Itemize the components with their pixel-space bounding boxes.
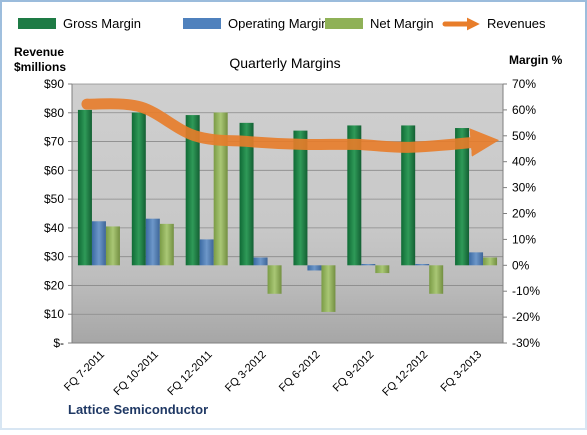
right-tick-label: 40% [512, 155, 536, 169]
net-margin-bar [483, 258, 497, 266]
operating-margin-bar [146, 219, 160, 266]
operating-margin-bar [361, 264, 375, 265]
legend-label-net-margin: Net Margin [370, 16, 434, 31]
operating-margin-bar [469, 252, 483, 265]
gross-margin-bar [78, 110, 92, 265]
chart-title: Quarterly Margins [229, 55, 340, 71]
left-tick-label: $80 [44, 106, 64, 120]
left-tick-label: $40 [44, 221, 64, 235]
right-tick-label: -10% [512, 284, 540, 298]
legend-swatch-gross-margin [18, 18, 56, 29]
right-tick-label: 60% [512, 103, 536, 117]
left-tick-label: $70 [44, 135, 64, 149]
left-axis-title-line1: Revenue [14, 45, 64, 59]
operating-margin-bar [92, 221, 106, 265]
net-margin-bar [160, 224, 174, 265]
operating-margin-bar [200, 239, 214, 265]
gross-margin-bar [132, 112, 146, 265]
left-tick-label: $- [53, 336, 64, 350]
left-axis-title-line2: $millions [14, 60, 66, 74]
right-tick-label: 20% [512, 207, 536, 221]
net-margin-bar [429, 265, 443, 293]
legend-item-operating-margin: Operating Margin [183, 16, 328, 31]
operating-margin-bar [307, 265, 321, 270]
legend-swatch-operating-margin [183, 18, 221, 29]
legend-swatch-net-margin [325, 18, 363, 29]
left-tick-label: $50 [44, 192, 64, 206]
company-footer: Lattice Semiconductor [68, 402, 208, 417]
left-tick-label: $20 [44, 278, 64, 292]
legend-item-gross-margin: Gross Margin [18, 16, 141, 31]
right-tick-label: 0% [512, 258, 530, 272]
legend-label-gross-margin: Gross Margin [63, 16, 141, 31]
left-tick-label: $60 [44, 163, 64, 177]
operating-margin-bar [254, 258, 268, 266]
net-margin-bar [268, 265, 282, 293]
gross-margin-bar [293, 131, 307, 266]
net-margin-bar [375, 265, 389, 273]
net-margin-bar [106, 226, 120, 265]
legend-label-revenues: Revenues [487, 16, 546, 31]
operating-margin-bar [415, 264, 429, 265]
right-tick-label: 10% [512, 232, 536, 246]
right-tick-label: 70% [512, 77, 536, 91]
left-tick-label: $30 [44, 250, 64, 264]
left-tick-label: $10 [44, 307, 64, 321]
net-margin-bar [321, 265, 335, 312]
right-axis-title: Margin % [509, 53, 563, 67]
right-tick-label: -20% [512, 310, 540, 324]
legend-item-net-margin: Net Margin [325, 16, 434, 31]
right-tick-label: 50% [512, 129, 536, 143]
right-tick-label: 30% [512, 181, 536, 195]
right-tick-label: -30% [512, 336, 540, 350]
left-tick-label: $90 [44, 77, 64, 91]
legend-label-operating-margin: Operating Margin [228, 16, 328, 31]
